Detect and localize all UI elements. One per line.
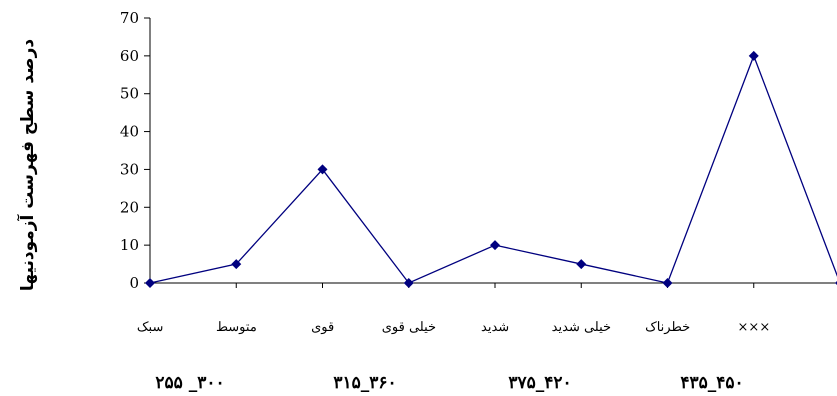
x-tick-label: شدید (481, 320, 509, 335)
x-tick-label: سبک (137, 320, 163, 335)
y-tick-label: 0 (129, 274, 139, 292)
data-point (748, 50, 759, 61)
y-tick-label: 60 (120, 47, 139, 65)
y-tick-label: 10 (120, 236, 139, 254)
data-point (317, 164, 328, 175)
y-tick-label: 70 (120, 9, 139, 27)
x-tick-label: خیلی قوی (382, 320, 436, 335)
range-label: ۴۳۵_۴۵۰ (680, 373, 743, 393)
series-line (149, 54, 837, 284)
range-label: ۳۱۵_۳۶۰ (333, 373, 396, 393)
x-tick-labels: سبک متوسط قوی خیلی قوی شدید خیلی شدید خطرناک ××… (137, 320, 770, 335)
x-tick-label: قوی (311, 320, 334, 335)
y-tick-label: 40 (120, 123, 139, 141)
data-point (490, 240, 500, 251)
y-axis-label: درصد سطح فهرست آزمودنیها (16, 39, 38, 291)
x-tick-label: خیلی شدید (552, 320, 611, 335)
data-point (145, 278, 155, 288)
data-point (576, 259, 587, 270)
y-tick-label: 30 (120, 160, 139, 178)
y-tick-label: 20 (120, 198, 139, 216)
range-labels: ۲۵۵ _۳۰۰ ۳۱۵_۳۶۰ ۳۷۵_۴۲۰ ۴۳۵_۴۵۰ (155, 373, 743, 393)
y-tick-label: 50 (120, 85, 139, 103)
y-ticks: 0 10 20 30 40 50 60 70 (120, 9, 150, 292)
data-point (231, 259, 242, 270)
series (145, 50, 837, 288)
x-tick-label: خطرناک (645, 320, 690, 335)
data-point (403, 278, 414, 288)
x-tick-label: متوسط (216, 320, 257, 335)
range-label: ۲۵۵ _۳۰۰ (155, 373, 224, 393)
data-point (662, 278, 673, 288)
x-tick-label: ××× (738, 320, 771, 335)
range-label: ۳۷۵_۴۲۰ (508, 373, 571, 393)
